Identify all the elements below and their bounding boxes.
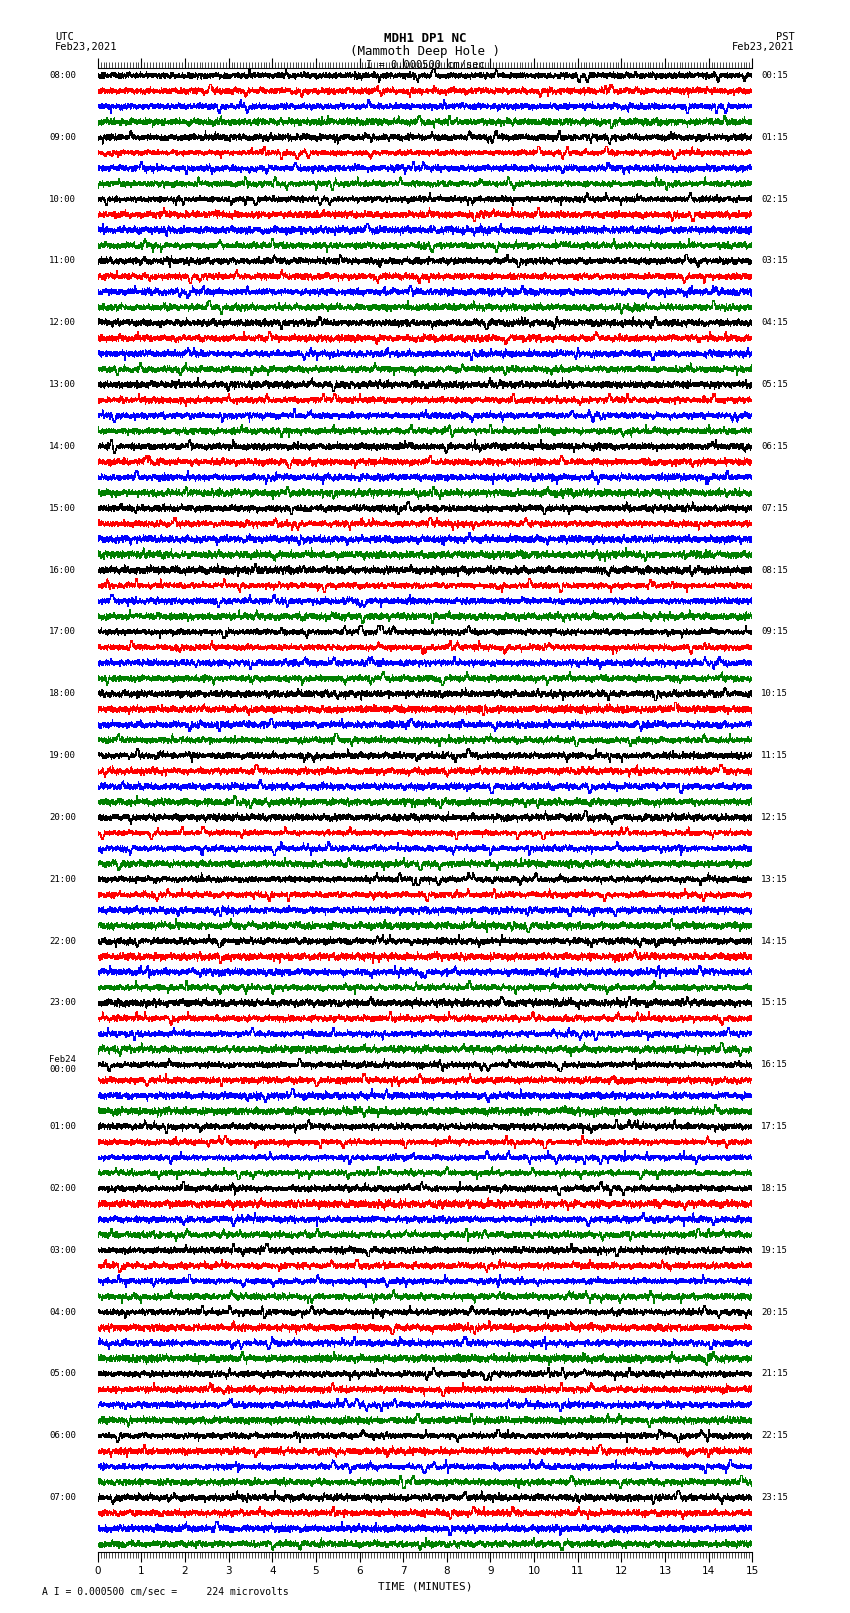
Text: 05:00: 05:00 — [49, 1369, 76, 1379]
Text: 01:15: 01:15 — [761, 132, 788, 142]
Text: 19:15: 19:15 — [761, 1245, 788, 1255]
Text: 23:00: 23:00 — [49, 998, 76, 1008]
Text: 08:00: 08:00 — [49, 71, 76, 81]
Text: 22:00: 22:00 — [49, 937, 76, 945]
Text: 19:00: 19:00 — [49, 752, 76, 760]
Text: 01:00: 01:00 — [49, 1123, 76, 1131]
Text: 06:15: 06:15 — [761, 442, 788, 452]
Text: (Mammoth Deep Hole ): (Mammoth Deep Hole ) — [350, 45, 500, 58]
Text: 10:15: 10:15 — [761, 689, 788, 698]
Text: 09:00: 09:00 — [49, 132, 76, 142]
Text: 18:15: 18:15 — [761, 1184, 788, 1194]
Text: 13:00: 13:00 — [49, 381, 76, 389]
Text: 09:15: 09:15 — [761, 627, 788, 637]
Text: 17:15: 17:15 — [761, 1123, 788, 1131]
Text: 14:00: 14:00 — [49, 442, 76, 452]
Text: 21:00: 21:00 — [49, 874, 76, 884]
Text: 20:00: 20:00 — [49, 813, 76, 823]
Text: 11:00: 11:00 — [49, 256, 76, 266]
Text: 11:15: 11:15 — [761, 752, 788, 760]
Text: MDH1 DP1 NC: MDH1 DP1 NC — [383, 32, 467, 45]
Text: 22:15: 22:15 — [761, 1431, 788, 1440]
Text: 03:00: 03:00 — [49, 1245, 76, 1255]
Text: 04:00: 04:00 — [49, 1308, 76, 1316]
Text: I = 0.000500 cm/sec: I = 0.000500 cm/sec — [366, 60, 484, 69]
Text: 17:00: 17:00 — [49, 627, 76, 637]
Text: 02:00: 02:00 — [49, 1184, 76, 1194]
Text: Feb24
00:00: Feb24 00:00 — [49, 1055, 76, 1074]
Text: 14:15: 14:15 — [761, 937, 788, 945]
Text: 18:00: 18:00 — [49, 689, 76, 698]
Text: PST: PST — [776, 32, 795, 42]
Text: 23:15: 23:15 — [761, 1494, 788, 1502]
Text: 15:15: 15:15 — [761, 998, 788, 1008]
Text: 07:00: 07:00 — [49, 1494, 76, 1502]
Text: 04:15: 04:15 — [761, 318, 788, 327]
Text: 02:15: 02:15 — [761, 195, 788, 203]
Text: 16:15: 16:15 — [761, 1060, 788, 1069]
Text: Feb23,2021: Feb23,2021 — [732, 42, 795, 52]
Text: 07:15: 07:15 — [761, 503, 788, 513]
Text: 20:15: 20:15 — [761, 1308, 788, 1316]
X-axis label: TIME (MINUTES): TIME (MINUTES) — [377, 1582, 473, 1592]
Text: UTC: UTC — [55, 32, 74, 42]
Text: 03:15: 03:15 — [761, 256, 788, 266]
Text: 06:00: 06:00 — [49, 1431, 76, 1440]
Text: 21:15: 21:15 — [761, 1369, 788, 1379]
Text: A I = 0.000500 cm/sec =     224 microvolts: A I = 0.000500 cm/sec = 224 microvolts — [42, 1587, 289, 1597]
Text: 05:15: 05:15 — [761, 381, 788, 389]
Text: 10:00: 10:00 — [49, 195, 76, 203]
Text: 13:15: 13:15 — [761, 874, 788, 884]
Text: 08:15: 08:15 — [761, 566, 788, 574]
Text: 12:00: 12:00 — [49, 318, 76, 327]
Text: 12:15: 12:15 — [761, 813, 788, 823]
Text: 00:15: 00:15 — [761, 71, 788, 81]
Text: 15:00: 15:00 — [49, 503, 76, 513]
Text: 16:00: 16:00 — [49, 566, 76, 574]
Text: Feb23,2021: Feb23,2021 — [55, 42, 118, 52]
